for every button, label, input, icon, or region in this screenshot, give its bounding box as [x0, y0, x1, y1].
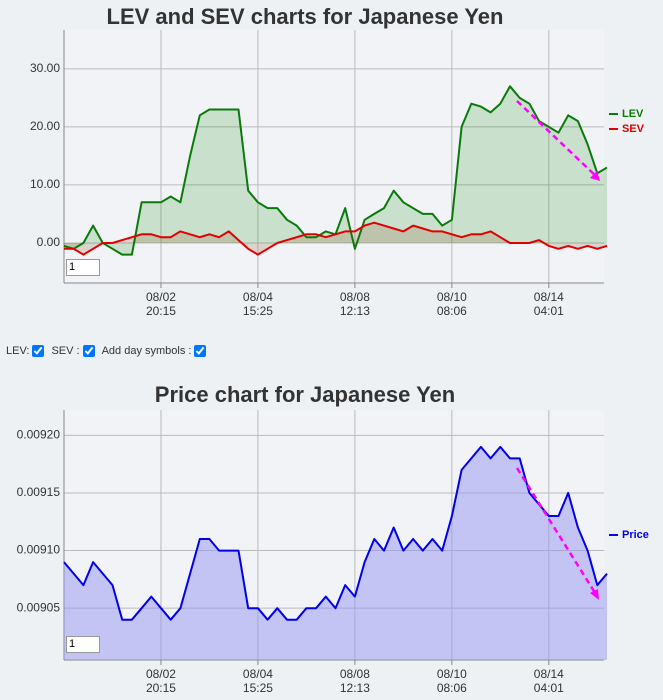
y-tick-label: 0.00920 — [17, 428, 61, 442]
trend-arrow — [516, 100, 599, 179]
legend-label: Price — [622, 529, 649, 541]
y-tick-label: 20.00 — [30, 119, 60, 133]
lev-label: LEV: — [6, 345, 30, 357]
plot-area — [64, 30, 604, 283]
x-tick-label: 08/10 08:06 — [436, 290, 467, 318]
x-tick-label: 08/08 12:13 — [339, 667, 370, 695]
line — [63, 445, 608, 621]
x-tick-label: 08/08 12:13 — [339, 290, 370, 318]
day-symbols-checkbox[interactable] — [194, 345, 207, 357]
x-tick-label: 08/14 04:01 — [533, 667, 564, 695]
trend-arrow — [515, 467, 599, 597]
x-tick-label: 08/10 08:06 — [436, 667, 467, 695]
sev-label: SEV : — [51, 345, 80, 357]
arrow-head — [590, 171, 600, 181]
area — [64, 86, 607, 255]
x-tick-label: 08/02 20:15 — [145, 667, 176, 695]
y-tick-label: 0.00905 — [17, 600, 61, 614]
day-symbols-label: Add day symbols : — [101, 345, 192, 357]
controls: LEV: SEV : Add day symbols : — [6, 345, 210, 357]
zoom-input[interactable]: 1 — [66, 636, 100, 653]
x-tick-label: 08/04 15:25 — [242, 667, 273, 695]
legend-label: LEV — [622, 108, 644, 120]
x-tick-label: 08/02 20:15 — [145, 290, 176, 318]
chart-title: Price chart for Japanese Yen — [155, 382, 455, 407]
lev-checkbox[interactable] — [32, 345, 45, 357]
x-tick-label: 08/14 04:01 — [533, 290, 564, 318]
chart-title: LEV and SEV charts for Japanese Yen — [107, 4, 504, 29]
area — [64, 222, 607, 255]
y-tick-label: 10.00 — [30, 177, 60, 191]
line — [64, 221, 608, 256]
legend-label: SEV — [622, 123, 645, 135]
sev-checkbox[interactable] — [82, 345, 95, 357]
zoom-input[interactable]: 1 — [66, 259, 100, 276]
y-tick-label: 0.00 — [37, 235, 61, 249]
y-tick-label: 0.00915 — [17, 485, 61, 499]
x-tick-label: 08/04 15:25 — [242, 290, 273, 318]
y-tick-label: 0.00910 — [17, 543, 61, 557]
y-tick-label: 30.00 — [30, 61, 60, 75]
arrow-head — [590, 589, 599, 600]
area — [64, 446, 607, 660]
